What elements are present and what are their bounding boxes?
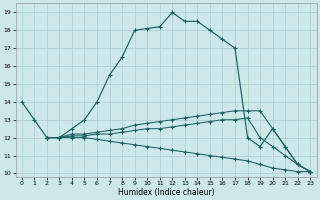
X-axis label: Humidex (Indice chaleur): Humidex (Indice chaleur) bbox=[118, 188, 214, 197]
